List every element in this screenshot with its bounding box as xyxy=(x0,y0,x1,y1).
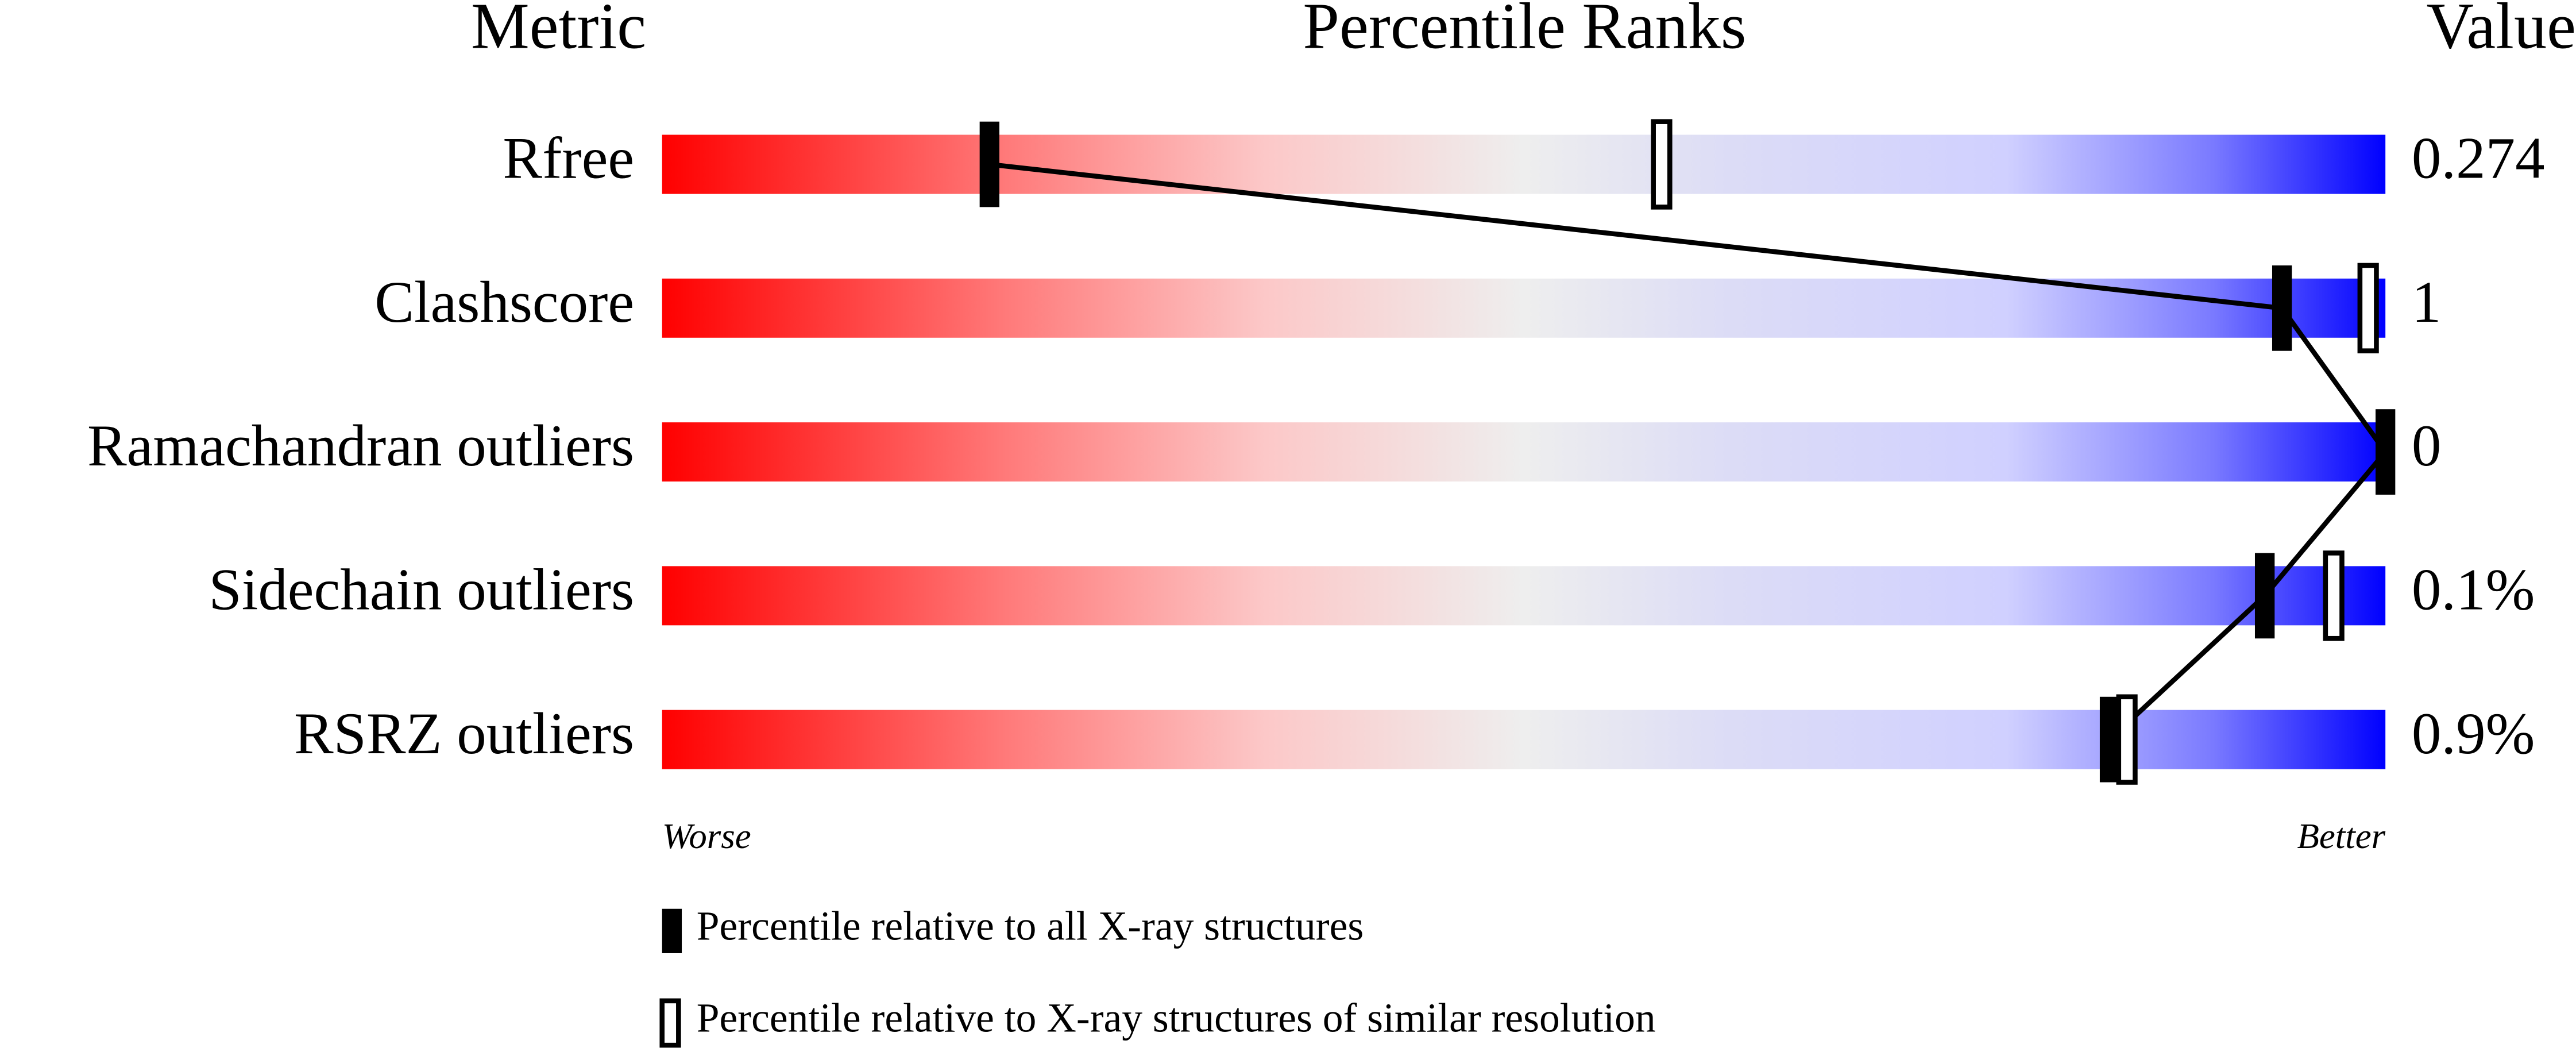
metric-label: Sidechain outliers xyxy=(208,557,634,622)
metric-value: 0.1% xyxy=(2412,557,2535,622)
metric-header: Metric xyxy=(471,0,646,62)
percentile-bar xyxy=(662,134,2386,194)
metric-label: Ramachandran outliers xyxy=(87,413,634,479)
percentile-marker-open xyxy=(2357,263,2379,353)
metric-label: Rfree xyxy=(503,126,634,191)
metric-label: Clashscore xyxy=(374,269,634,335)
legend-label: Percentile relative to X-ray structures … xyxy=(697,995,1656,1041)
percentile-bar xyxy=(662,278,2386,338)
percentile-marker-filled xyxy=(2254,553,2275,639)
percentile-marker-open xyxy=(2116,694,2138,785)
metric-value: 0.9% xyxy=(2412,701,2535,766)
metric-label: RSRZ outliers xyxy=(294,701,634,766)
percentile-marker-open xyxy=(1651,119,1673,210)
ranks-header: Percentile Ranks xyxy=(1303,0,1746,62)
worse-label: Worse xyxy=(662,816,751,856)
value-header: Value xyxy=(2426,0,2576,62)
legend-label: Percentile relative to all X-ray structu… xyxy=(697,903,1364,949)
legend-swatch xyxy=(662,908,682,953)
metric-value: 0 xyxy=(2412,413,2441,479)
percentile-marker-filled xyxy=(2376,409,2396,495)
percentile-bar xyxy=(662,422,2386,482)
legend-swatch xyxy=(659,998,681,1048)
percentile-bar xyxy=(662,710,2386,769)
metric-value: 1 xyxy=(2412,269,2441,335)
metric-value: 0.274 xyxy=(2412,126,2545,191)
percentile-marker-filled xyxy=(979,121,999,207)
better-label: Better xyxy=(2297,816,2385,856)
percentile-bar xyxy=(662,566,2386,626)
percentile-marker-open xyxy=(2323,550,2345,641)
percentile-marker-filled xyxy=(2272,265,2292,351)
